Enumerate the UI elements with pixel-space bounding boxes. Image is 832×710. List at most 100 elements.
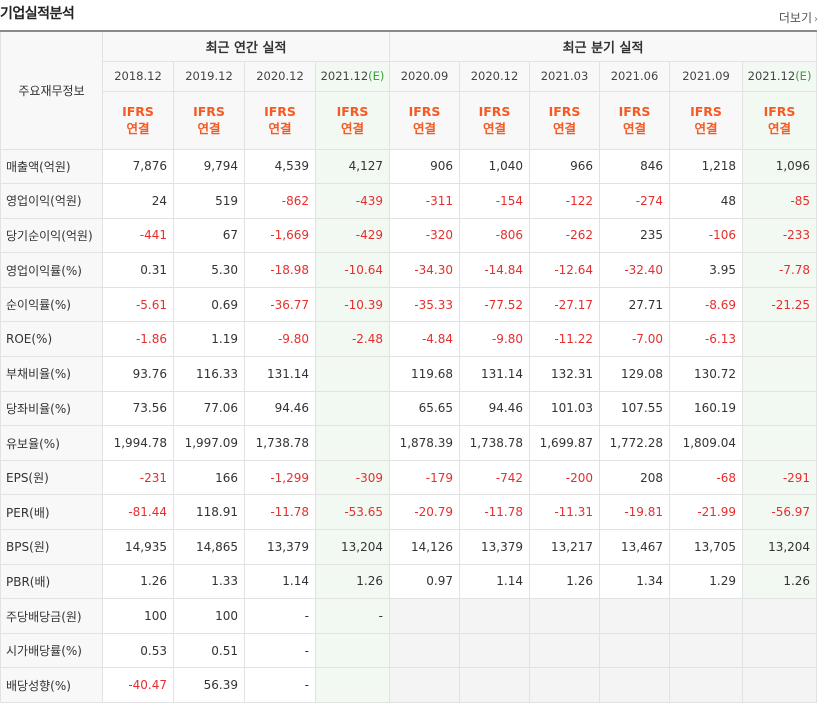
period-date: 2020.09 (400, 69, 449, 83)
table-cell: 519 (173, 183, 245, 219)
table-cell: 1,699.87 (529, 425, 600, 461)
table-cell: -1,299 (244, 459, 316, 496)
ifrs-label: IFRS (548, 104, 581, 119)
estimate-marker: (E) (368, 69, 385, 83)
table-cell: 13,705 (669, 529, 743, 565)
table-cell: -4.84 (389, 321, 460, 358)
table-cell (315, 356, 390, 392)
table-cell: -806 (459, 217, 530, 254)
table-cell (459, 632, 530, 669)
chevron-right-icon: › (814, 14, 818, 25)
table-cell: 73.56 (102, 390, 174, 427)
ifrs-basis-header: IFRS 연결 (244, 90, 316, 150)
period-header: 2021.06 (599, 60, 670, 92)
consolidated-label: 연결 (197, 121, 221, 136)
row-label: EPS(원) (0, 459, 103, 496)
table-cell: -18.98 (244, 252, 316, 288)
table-row: 당기순이익(억원) -441 67 -1,669 -429 -320 -806 -262 235… (0, 217, 818, 254)
table-cell (315, 425, 390, 461)
table-cell (389, 632, 460, 669)
table-cell: 1.33 (173, 563, 245, 600)
table-cell: 77.06 (173, 390, 245, 427)
table-cell: 130.72 (669, 356, 743, 392)
row-label: 영업이익(억원) (0, 183, 103, 219)
table-cell: 1.14 (244, 563, 316, 600)
consolidated-label: 연결 (482, 121, 506, 136)
quarterly-group-header: 최근 분기 실적 (388, 30, 818, 62)
table-cell: - (315, 598, 390, 634)
table-cell: -21.25 (741, 286, 818, 323)
table-cell: -77.52 (459, 286, 530, 323)
table-cell: 1,997.09 (173, 425, 245, 461)
more-link[interactable]: 더보기 › (779, 9, 818, 26)
table-cell: -179 (389, 459, 460, 496)
period-header: 2020.12 (459, 60, 530, 92)
table-cell: 1,809.04 (669, 425, 743, 461)
consolidated-label: 연결 (622, 121, 646, 136)
ifrs-label: IFRS (408, 104, 441, 119)
table-cell: 1.26 (315, 563, 390, 600)
table-cell: 131.14 (244, 356, 316, 392)
financial-table: 주요재무정보 최근 연간 실적 최근 분기 실적 2018.12 2019.12 2… (0, 30, 818, 703)
table-cell: 1.26 (741, 563, 818, 600)
table-cell: 1,738.78 (244, 425, 316, 461)
table-cell: 13,379 (459, 529, 530, 565)
row-label: 영업이익률(%) (0, 252, 103, 288)
table-cell: 116.33 (173, 356, 245, 392)
table-row: 부채비율(%) 93.76 116.33 131.14 119.68 131.14 132.… (0, 356, 818, 392)
table-cell: 14,935 (102, 529, 174, 565)
table-cell: 1,994.78 (102, 425, 174, 461)
row-label: PBR(배) (0, 563, 103, 600)
table-cell (741, 356, 818, 392)
table-cell: 13,379 (244, 529, 316, 565)
table-cell: 129.08 (599, 356, 670, 392)
row-label: PER(배) (0, 494, 103, 531)
table-cell: 93.76 (102, 356, 174, 392)
table-cell: 4,539 (244, 148, 316, 185)
more-label: 더보기 (778, 11, 812, 25)
consolidated-label: 연결 (126, 121, 150, 136)
table-cell: -10.39 (315, 286, 390, 323)
period-header: 2020.12 (244, 60, 316, 92)
table-cell: -1.86 (102, 321, 174, 358)
consolidated-label: 연결 (552, 121, 576, 136)
table-cell: -12.64 (529, 252, 600, 288)
table-cell (315, 632, 390, 669)
table-cell: 166 (173, 459, 245, 496)
table-row: 영업이익률(%) 0.31 5.30 -18.98 -10.64 -34.30 -14.84… (0, 252, 818, 288)
table-cell: 1.14 (459, 563, 530, 600)
table-cell: 1,878.39 (389, 425, 460, 461)
row-label: 부채비율(%) (0, 356, 103, 392)
ifrs-label: IFRS (763, 104, 796, 119)
table-cell: 0.31 (102, 252, 174, 288)
table-cell: 119.68 (389, 356, 460, 392)
table-cell: 13,204 (741, 529, 818, 565)
table-cell (741, 667, 818, 703)
consolidated-label: 연결 (694, 121, 718, 136)
table-cell: 160.19 (669, 390, 743, 427)
ifrs-label: IFRS (336, 104, 369, 119)
period-date: 2020.12 (470, 69, 519, 83)
table-cell: 67 (173, 217, 245, 254)
table-cell (459, 667, 530, 703)
table-cell: -11.78 (244, 494, 316, 531)
period-date: 2021.09 (682, 69, 730, 83)
period-header: 2021.03 (529, 60, 600, 92)
table-row: 주당배당금(원) 100 100- - (0, 598, 818, 634)
table-cell: 3.95 (669, 252, 743, 288)
period-date: 2021.06 (610, 69, 659, 83)
table-cell: -262 (529, 217, 600, 254)
table-cell: 906 (389, 148, 460, 185)
table-cell: -27.17 (529, 286, 600, 323)
table-cell (669, 632, 743, 669)
table-cell: 56.39 (173, 667, 245, 703)
table-cell (599, 667, 670, 703)
ifrs-basis-header: IFRS 연결 (389, 90, 460, 150)
table-cell: -35.33 (389, 286, 460, 323)
table-cell: -21.99 (669, 494, 743, 531)
table-cell: 1,772.28 (599, 425, 670, 461)
table-cell (529, 598, 600, 634)
table-cell (529, 667, 600, 703)
table-cell: -742 (459, 459, 530, 496)
table-cell: -441 (102, 217, 174, 254)
